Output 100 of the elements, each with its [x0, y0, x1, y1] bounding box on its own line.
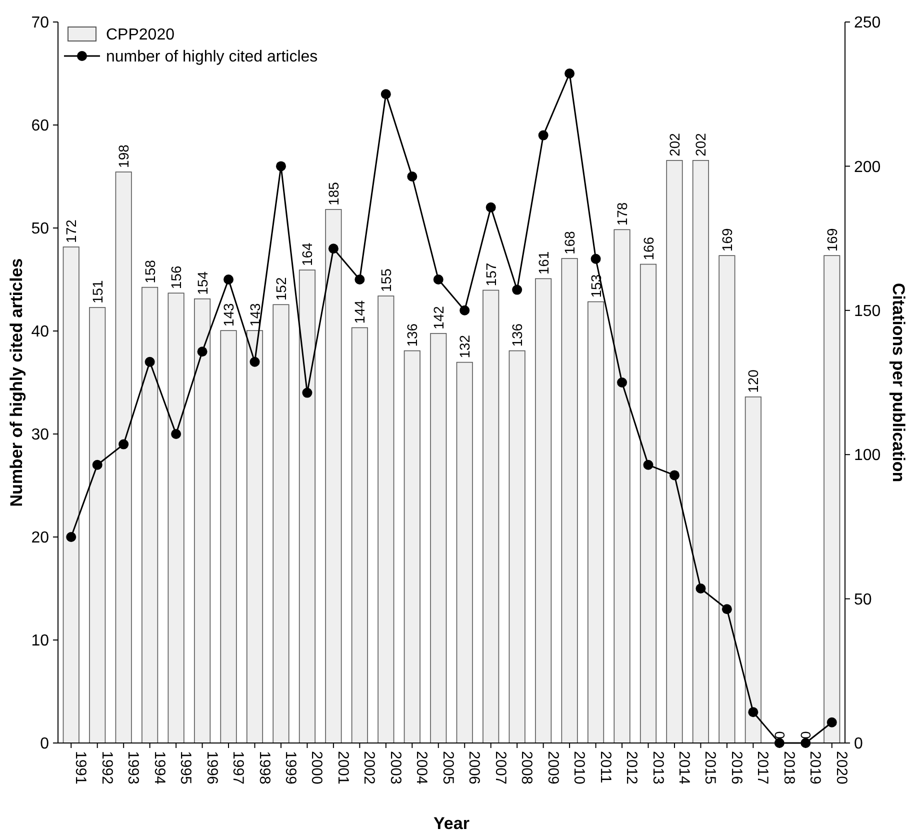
x-tick-label: 2015 [702, 751, 719, 784]
legend-label: CPP2020 [106, 26, 175, 44]
data-label: 202 [666, 132, 682, 156]
data-label: 158 [142, 260, 158, 284]
point [590, 254, 601, 264]
x-tick-label: 2003 [386, 751, 404, 784]
x-tick-label: 1993 [124, 751, 142, 784]
point [696, 584, 706, 594]
bar [246, 330, 264, 744]
bar [561, 258, 578, 744]
data-label: 143 [246, 303, 263, 327]
x-tick-label: 2001 [334, 751, 352, 784]
bar [115, 172, 132, 744]
bar [482, 290, 500, 744]
x-tick-label: 1996 [203, 751, 220, 784]
data-label: 155 [378, 268, 394, 292]
y2-tick-label: 100 [854, 447, 881, 464]
y2-axis-title: Citations per publication [889, 282, 907, 482]
bar [588, 301, 604, 744]
y2-tick-label: 50 [854, 591, 872, 608]
bar [62, 246, 80, 744]
y-tick-label: 40 [31, 324, 50, 341]
point [433, 274, 444, 284]
bar [430, 333, 447, 744]
x-axis-title: Year [434, 814, 470, 833]
y2-tick-label: 0 [854, 736, 863, 753]
y-tick-label: 20 [31, 530, 50, 547]
bar [89, 307, 106, 744]
point [250, 356, 260, 367]
x-tick-label: 2020 [832, 751, 850, 784]
data-label: 157 [482, 262, 499, 286]
bar [640, 264, 657, 744]
bar [378, 296, 394, 744]
y-axis-title: Number of highly cited articles [7, 258, 26, 507]
point [460, 305, 470, 316]
data-label: 161 [535, 251, 552, 275]
point [617, 378, 628, 388]
x-tick-label: 2012 [623, 751, 640, 784]
x-tick-label: 2016 [728, 751, 745, 784]
x-tick-label: 2009 [544, 751, 562, 784]
data-label: 144 [352, 300, 368, 324]
x-tick-label: 2002 [360, 751, 378, 784]
data-label: 169 [718, 228, 735, 252]
x-tick-label: 1999 [282, 751, 299, 784]
y-tick-label: 30 [31, 426, 50, 444]
data-label: 142 [430, 306, 446, 330]
bar [614, 229, 630, 744]
bar [194, 298, 211, 744]
point [643, 460, 654, 470]
bar [535, 278, 552, 744]
x-tick-label: 2010 [570, 751, 588, 784]
bar [168, 292, 184, 744]
data-label: 120 [745, 369, 762, 393]
data-label: 169 [824, 228, 840, 252]
y2-tick-label: 250 [854, 14, 881, 32]
point [669, 470, 680, 480]
y-tick-label: 70 [31, 14, 50, 32]
data-label: 132 [456, 334, 473, 358]
x-tick-label: 2000 [308, 751, 326, 784]
bar [404, 350, 420, 744]
y-tick-label: 60 [31, 118, 50, 135]
point [407, 172, 418, 182]
point [564, 68, 575, 78]
point [224, 274, 234, 284]
point [748, 707, 758, 718]
x-tick-label: 2019 [806, 751, 824, 784]
point [118, 439, 129, 450]
point [302, 388, 312, 398]
y2-tick-label: 200 [854, 158, 881, 176]
x-tick-label: 1997 [230, 751, 247, 784]
bar [220, 330, 237, 744]
data-label: 156 [168, 266, 184, 290]
data-label: 0 [771, 731, 788, 739]
x-tick-label: 2005 [439, 751, 456, 784]
point [66, 532, 76, 542]
data-label: 164 [299, 242, 316, 266]
data-label: 168 [562, 230, 578, 254]
bar [824, 255, 840, 744]
y-tick-label: 50 [31, 220, 50, 238]
point [380, 89, 391, 100]
point [512, 284, 522, 295]
bar [666, 160, 683, 744]
data-label: 198 [116, 144, 132, 168]
data-label: 202 [692, 132, 709, 156]
data-label: 136 [404, 323, 420, 347]
y2-tick-label: 150 [854, 303, 881, 320]
point [276, 161, 286, 172]
bar [142, 286, 158, 744]
x-tick-label: 1995 [177, 751, 194, 784]
y-tick-label: 10 [31, 632, 50, 650]
bar [718, 255, 736, 744]
data-label: 143 [220, 303, 237, 327]
x-tick-label: 2008 [518, 751, 536, 784]
point [171, 429, 182, 439]
point [486, 202, 496, 212]
bar [272, 304, 290, 744]
point [354, 274, 365, 284]
x-tick-label: 1998 [256, 751, 273, 784]
bar [325, 209, 342, 744]
point [538, 130, 548, 140]
